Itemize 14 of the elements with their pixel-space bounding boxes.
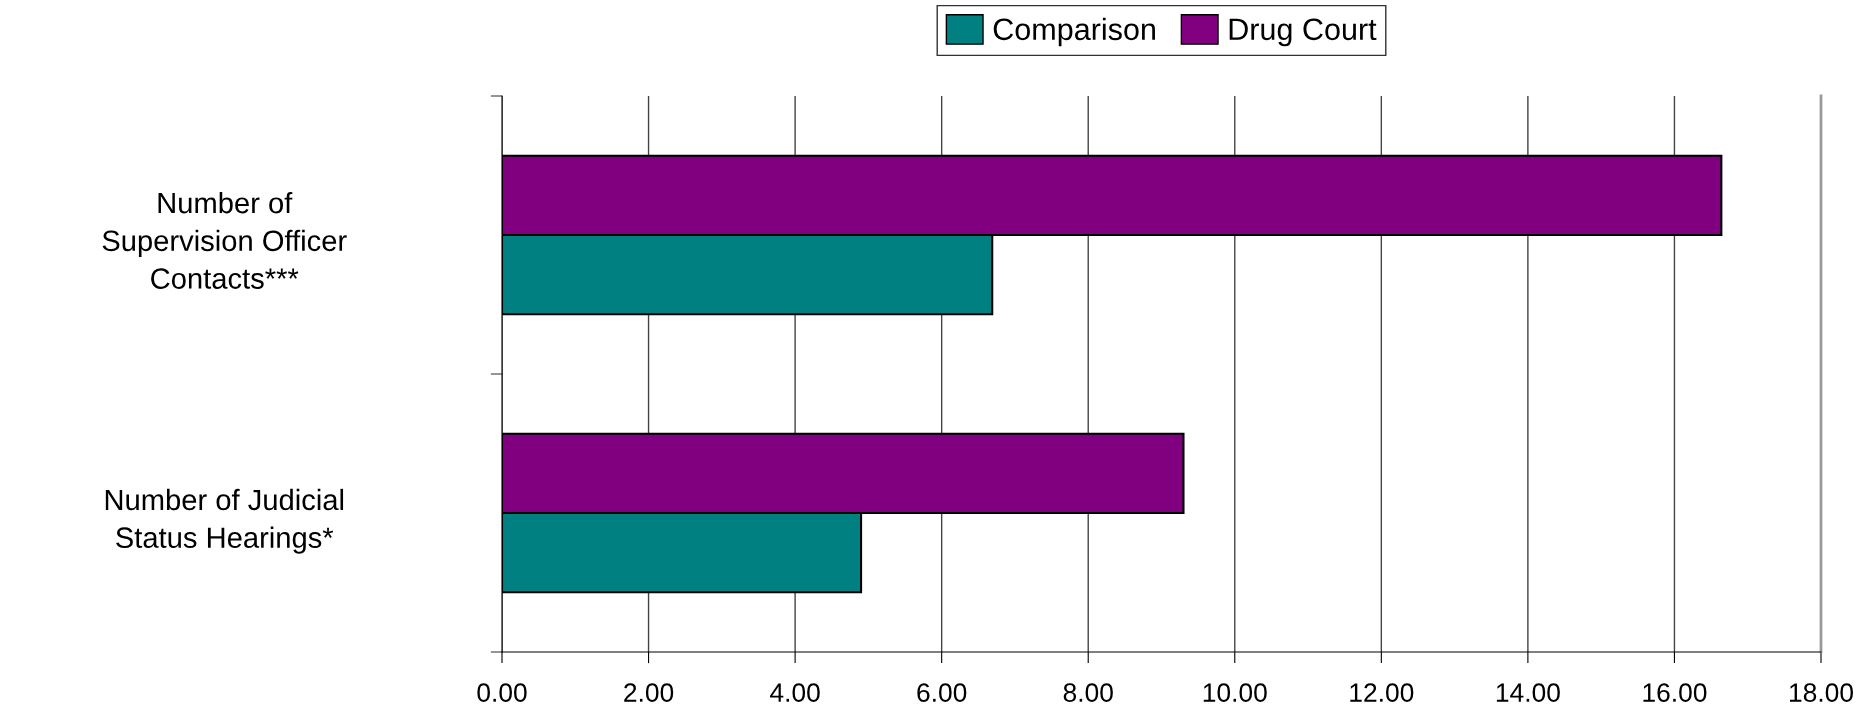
- x-tick-label: 0.00: [477, 683, 527, 702]
- x-tick-label: 8.00: [1063, 683, 1113, 702]
- x-tick-label: 6.00: [917, 683, 967, 702]
- x-tick-label: 4.00: [770, 683, 820, 702]
- x-tick-label: 18.00: [1790, 683, 1853, 702]
- legend-label: Drug Court: [1229, 18, 1377, 47]
- x-tick-label: 16.00: [1643, 683, 1707, 702]
- x-tick-label: 2.00: [624, 683, 674, 702]
- x-tick-label: 14.00: [1496, 683, 1560, 702]
- legend-label: Comparison: [993, 17, 1155, 47]
- y-tick-label: Number of Judicial Status Hearings*: [105, 488, 344, 554]
- y-tick-label: Number of Supervision Officer Contacts***: [102, 191, 347, 289]
- x-tick-label: 10.00: [1203, 683, 1267, 702]
- x-tick-label: 12.00: [1350, 683, 1414, 702]
